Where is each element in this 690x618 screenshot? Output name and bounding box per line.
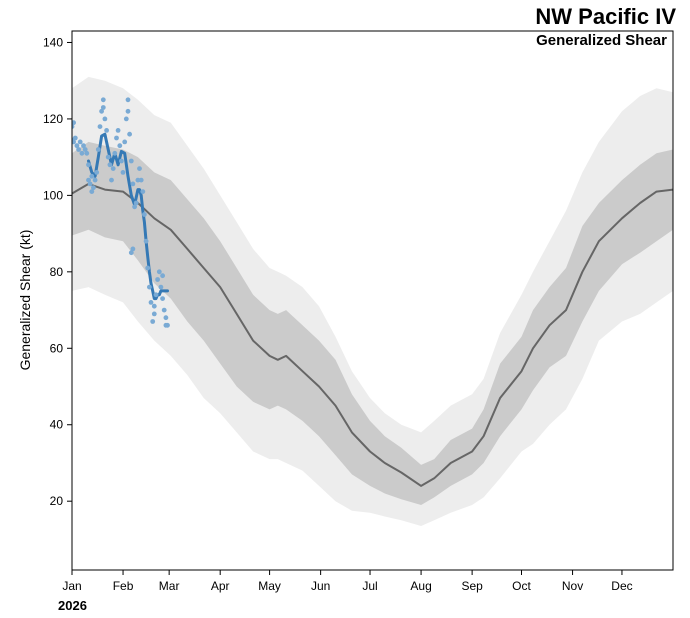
observation-point [125, 97, 131, 103]
observation-point [151, 311, 157, 317]
observation-point [117, 143, 123, 149]
y-tick-label: 60 [50, 341, 64, 355]
x-tick-label: Jun [311, 579, 330, 593]
observation-point [72, 124, 75, 129]
y-tick-label: 100 [43, 188, 63, 202]
x-tick-label: Jul [362, 579, 377, 593]
observation-point [137, 166, 142, 172]
observation-point [138, 177, 144, 183]
observation-point [125, 108, 131, 114]
observation-point [165, 322, 170, 328]
observation-point [97, 124, 103, 129]
observation-point [143, 238, 149, 244]
observation-point [95, 147, 101, 152]
observation-point [119, 158, 124, 164]
plot-frame [71, 30, 674, 571]
observation-point [89, 173, 95, 179]
observation-point [82, 147, 88, 152]
x-tick-label: Oct [512, 579, 531, 593]
observation-point [91, 185, 96, 191]
observation-point [99, 108, 104, 114]
chart-title: NW Pacific IV [535, 4, 676, 29]
chart-subtitle: Generalized Shear [536, 32, 667, 49]
observation-point [74, 143, 80, 149]
observation-point [147, 284, 152, 290]
observation-point [142, 212, 147, 217]
x-tick-label: Jan [62, 579, 81, 593]
observation-point [107, 162, 113, 168]
y-tick-label: 80 [50, 265, 64, 279]
observation-point [110, 166, 116, 172]
observation-point [105, 154, 111, 160]
observation-point [132, 204, 138, 210]
observation-point [128, 158, 134, 164]
observation-point [72, 120, 76, 126]
observation-point [72, 135, 78, 141]
observation-point [130, 181, 136, 187]
current-year-line [87, 132, 169, 301]
observation-point [123, 116, 129, 122]
y-axis-label: Generalized Shear (kt) [17, 230, 33, 371]
x-tick-label: Feb [113, 579, 134, 593]
observation-point [115, 127, 121, 133]
observation-point [161, 307, 167, 313]
observation-point [145, 265, 151, 271]
x-tick-label: Apr [211, 579, 230, 593]
observation-point [114, 135, 119, 141]
observation-point [109, 177, 114, 183]
observation-point [72, 139, 76, 145]
observation-point [140, 189, 146, 195]
observation-point [79, 150, 85, 156]
observation-point [122, 139, 128, 145]
observation-point [127, 131, 132, 137]
observation-point [87, 181, 93, 187]
y-tick-label: 40 [50, 418, 64, 432]
observation-point [158, 284, 164, 290]
observation-point [84, 150, 90, 156]
x-tick-label: Mar [159, 579, 180, 593]
x-tick-label: May [258, 579, 281, 593]
x-tick-label: Sep [461, 579, 483, 593]
climatology-mean-line [72, 182, 673, 487]
observation-point [160, 296, 166, 301]
observation-point [120, 170, 126, 175]
outer-range-band [72, 76, 673, 527]
observation-point [128, 250, 134, 256]
observation-point [86, 177, 91, 183]
observation-point [112, 150, 118, 156]
observation-point [100, 97, 106, 103]
observation-point [148, 300, 154, 305]
x-tick-label: Aug [410, 579, 431, 593]
observation-point [160, 273, 166, 279]
observation-point [92, 177, 98, 183]
observation-point [81, 143, 86, 149]
observation-point [100, 105, 106, 110]
observation-point [130, 246, 136, 252]
year-label: 2026 [58, 598, 87, 613]
observation-point [77, 139, 83, 145]
observation-point [163, 315, 169, 321]
y-tick-label: 120 [43, 112, 63, 126]
observation-point [102, 116, 108, 122]
observation-point [135, 177, 141, 183]
observation-point [156, 269, 162, 275]
observation-point [133, 200, 139, 206]
observation-point [94, 170, 100, 175]
observation-point [86, 162, 91, 168]
y-tick-label: 140 [43, 35, 63, 49]
y-tick-label: 20 [50, 494, 64, 508]
observation-point [155, 277, 161, 282]
observation-point [150, 319, 156, 324]
observation-point [76, 147, 81, 152]
observation-point [89, 189, 95, 195]
observation-point [153, 292, 159, 298]
observation-point [104, 127, 109, 133]
observation-point [151, 303, 157, 309]
x-tick-label: Dec [611, 579, 632, 593]
x-tick-label: Nov [562, 579, 583, 593]
